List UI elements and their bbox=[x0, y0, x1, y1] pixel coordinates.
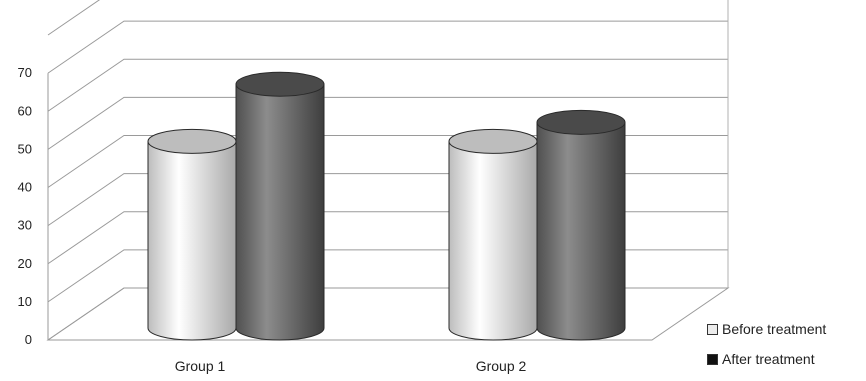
bar-before-2 bbox=[448, 128, 538, 341]
x-tick-label: Group 1 bbox=[175, 358, 226, 374]
gridline bbox=[47, 58, 728, 112]
gridline bbox=[47, 96, 728, 150]
bar-after-2 bbox=[536, 109, 626, 341]
bars bbox=[147, 71, 626, 341]
y-tick-label: 40 bbox=[18, 180, 32, 195]
gridlines bbox=[46, 0, 730, 341]
gridline bbox=[47, 20, 728, 74]
legend-swatch-after bbox=[707, 353, 718, 365]
legend-swatch-before bbox=[707, 323, 718, 335]
y-tick-label: 10 bbox=[18, 294, 32, 309]
y-tick-label: 30 bbox=[18, 218, 32, 233]
floor bbox=[46, 287, 730, 341]
y-tick-label: 0 bbox=[25, 332, 32, 347]
legend: Before treatment After treatment bbox=[707, 318, 866, 378]
y-tick-label: 50 bbox=[18, 141, 32, 156]
y-axis: 0 10 20 30 40 50 60 70 bbox=[18, 65, 49, 347]
y-tick-label: 70 bbox=[18, 65, 32, 80]
legend-label-before: Before treatment bbox=[722, 321, 827, 337]
legend-item-after: After treatment bbox=[707, 348, 866, 370]
gridline bbox=[47, 0, 101, 36]
x-tick-label: Group 2 bbox=[476, 358, 527, 374]
y-tick-label: 60 bbox=[18, 103, 32, 118]
y-tick-label: 20 bbox=[18, 256, 32, 271]
x-axis: Group 1 Group 2 bbox=[175, 358, 527, 374]
legend-item-before: Before treatment bbox=[707, 318, 866, 340]
legend-label-after: After treatment bbox=[722, 351, 815, 367]
bar-before-1 bbox=[147, 128, 237, 341]
bar-after-1 bbox=[235, 71, 325, 341]
